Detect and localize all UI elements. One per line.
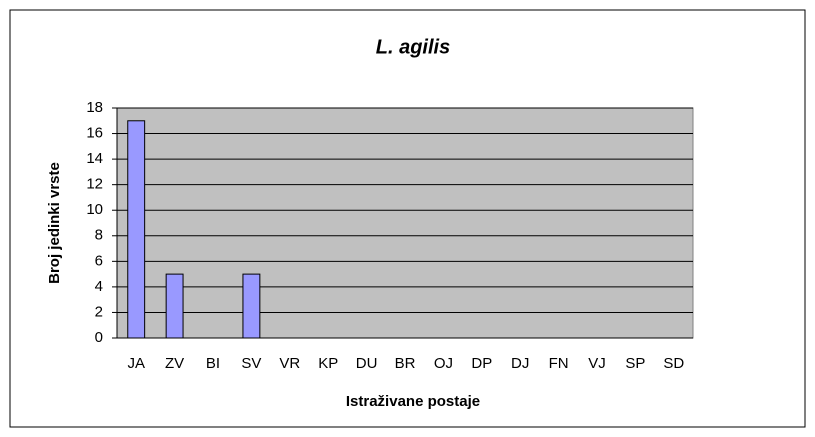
y-axis-label: Broj jedinki vrste (46, 162, 63, 284)
x-tick-label: SD (663, 355, 684, 372)
bar (242, 273, 261, 339)
plot-area (116, 107, 694, 339)
x-tick-label: JA (127, 355, 145, 372)
x-tick-label: DJ (511, 355, 529, 372)
x-tick-label: DP (471, 355, 492, 372)
chart-title: L. agilis (376, 36, 450, 58)
y-tick-label: 0 (95, 329, 103, 346)
x-tick-label: OJ (434, 355, 453, 372)
y-tick-label: 12 (86, 176, 103, 193)
x-tick-label: BR (395, 355, 416, 372)
x-tick-label: DU (356, 355, 378, 372)
x-axis-label: Istraživane postaje (346, 393, 480, 410)
x-tick-label: VJ (588, 355, 606, 372)
x-tick-label: KP (318, 355, 338, 372)
x-tick-label: VR (279, 355, 300, 372)
x-tick-label: ZV (165, 355, 184, 372)
y-tick-label: 8 (95, 227, 103, 244)
x-tick-label: FN (549, 355, 569, 372)
y-tick-label: 14 (86, 150, 103, 167)
y-tick-label: 18 (86, 99, 103, 116)
y-tick-label: 6 (95, 252, 103, 269)
y-tick-label: 16 (86, 125, 103, 142)
bar (127, 120, 146, 339)
x-tick-label: BI (206, 355, 220, 372)
y-tick-label: 4 (95, 278, 103, 295)
y-tick-label: 2 (95, 303, 103, 320)
x-tick-label: SV (241, 355, 261, 372)
x-tick-label: SP (625, 355, 645, 372)
bar (165, 273, 184, 339)
y-tick-label: 10 (86, 201, 103, 218)
